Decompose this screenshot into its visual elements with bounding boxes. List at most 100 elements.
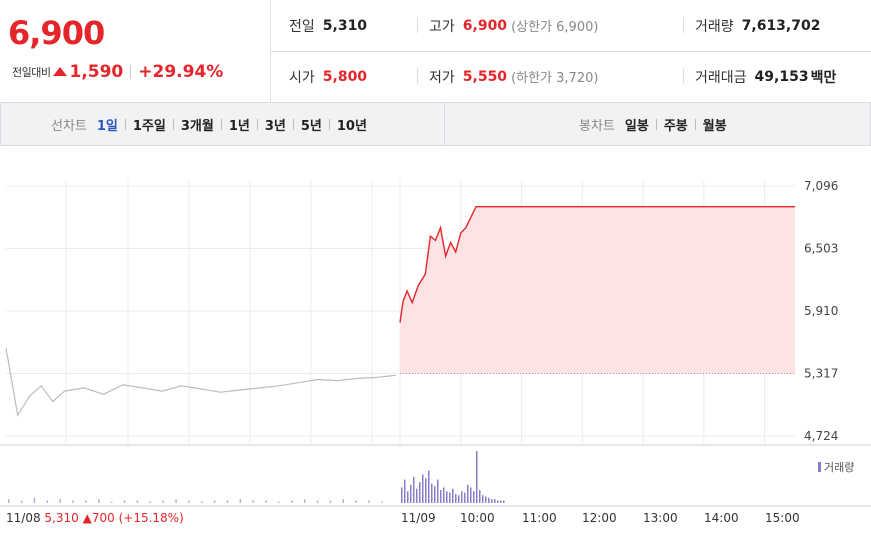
volume-bar bbox=[500, 500, 502, 503]
x-tick-label: 11/09 bbox=[401, 511, 436, 525]
volume-bar bbox=[455, 493, 457, 503]
volume-bar bbox=[162, 500, 164, 503]
volume-bar bbox=[434, 486, 436, 503]
high-cell: 고가 6,900 (상한가 6,900) bbox=[429, 0, 598, 51]
chart-tab-bar: 선차트 1일 1주일 3개월 1년 3년 5년 10년 봉차트 일봉 주봉 월봉 bbox=[0, 102, 871, 146]
quote-row-1: 전일 5,310 고가 6,900 (상한가 6,900) 거래량 7,613,… bbox=[271, 0, 871, 52]
volume-bar bbox=[464, 492, 466, 503]
volume-bar bbox=[476, 451, 478, 503]
tab-daily[interactable]: 일봉 bbox=[624, 118, 649, 134]
volume-bar bbox=[175, 499, 177, 503]
volume-bar bbox=[201, 501, 203, 503]
volume-bar bbox=[278, 501, 280, 503]
volume-bar bbox=[485, 496, 487, 503]
divider bbox=[683, 17, 684, 33]
today-area bbox=[400, 206, 795, 374]
change-label: 전일대비 bbox=[12, 66, 51, 79]
price-lines bbox=[5, 206, 795, 417]
tab-5y[interactable]: 5년 bbox=[300, 118, 322, 134]
volume-legend-label: 거래량 bbox=[824, 461, 855, 474]
volume-bar bbox=[407, 491, 409, 503]
volume-bar bbox=[410, 484, 412, 503]
prev-close-label: 전일 bbox=[289, 18, 315, 35]
change-amount: 1,590 bbox=[69, 62, 124, 82]
open-label: 시가 bbox=[289, 69, 315, 86]
prev-day-change: 700 bbox=[91, 511, 115, 525]
tab-1d[interactable]: 1일 bbox=[96, 118, 118, 134]
lower-limit: (하한가 3,720) bbox=[511, 71, 599, 86]
volume-bar bbox=[473, 491, 475, 503]
volume-bar bbox=[443, 487, 445, 503]
tab-weekly[interactable]: 주봉 bbox=[663, 118, 688, 134]
divider bbox=[694, 118, 696, 130]
candle-chart-tabs: 봉차트 일봉 주봉 월봉 bbox=[579, 103, 727, 145]
volume-value: 7,613,702 bbox=[741, 17, 821, 34]
volume-bar bbox=[401, 487, 403, 503]
volume-bar bbox=[503, 500, 505, 503]
volume-bar bbox=[303, 499, 306, 503]
line-chart-tabs: 선차트 1일 1주일 3개월 1년 3년 5년 10년 bbox=[51, 103, 367, 145]
tab-1y[interactable]: 1년 bbox=[228, 118, 250, 134]
y-tick-label: 7,096 bbox=[804, 179, 838, 193]
volume-swatch bbox=[818, 462, 821, 472]
upper-limit: (상한가 6,900) bbox=[511, 20, 599, 35]
divider bbox=[417, 68, 418, 84]
candle-chart-label: 봉차트 bbox=[579, 118, 615, 134]
volume-bar bbox=[342, 499, 344, 503]
volume-bar bbox=[422, 474, 424, 503]
volume-label: 거래량 bbox=[695, 18, 734, 35]
divider bbox=[220, 118, 222, 130]
volume-bar bbox=[461, 491, 463, 503]
volume-bar bbox=[98, 499, 100, 503]
y-tick-label: 5,910 bbox=[804, 304, 838, 318]
volume-bar bbox=[425, 478, 427, 503]
prev-close-cell: 전일 5,310 bbox=[289, 0, 367, 51]
volume-bar bbox=[110, 501, 113, 503]
volume-bar bbox=[252, 500, 254, 503]
volume-bar bbox=[8, 499, 10, 503]
y-tick-label: 5,317 bbox=[804, 367, 838, 381]
tab-3y[interactable]: 3년 bbox=[264, 118, 286, 134]
volume-bar bbox=[467, 484, 469, 503]
price-area bbox=[400, 206, 795, 374]
volume-bar bbox=[446, 491, 448, 503]
change-percent: +29.94% bbox=[138, 62, 224, 82]
volume-bar bbox=[329, 500, 332, 503]
trade-value-unit: 백만 bbox=[810, 69, 837, 86]
volume-bar bbox=[265, 500, 267, 503]
y-axis-ticks: 7,096 6,503 5,910 5,317 4,724 bbox=[804, 179, 838, 443]
prev-day-close: 5,310 bbox=[44, 511, 79, 525]
volume-bar bbox=[316, 500, 319, 503]
x-tick-label: 14:00 bbox=[704, 511, 739, 525]
volume-bar bbox=[470, 487, 472, 503]
current-price: 6,900 bbox=[8, 14, 105, 52]
divider bbox=[292, 118, 294, 130]
x-tick-label: 10:00 bbox=[460, 511, 495, 525]
y-tick-label: 6,503 bbox=[804, 242, 838, 256]
volume-bar bbox=[452, 488, 454, 503]
open-cell: 시가 5,800 bbox=[289, 51, 367, 102]
high-label: 고가 bbox=[429, 18, 455, 35]
volume-bar bbox=[72, 500, 74, 503]
up-small-icon: ▲ bbox=[82, 511, 92, 525]
tab-monthly[interactable]: 월봉 bbox=[702, 118, 727, 134]
divider bbox=[124, 118, 126, 130]
volume-bar bbox=[59, 499, 61, 503]
line-chart-label: 선차트 bbox=[51, 118, 87, 134]
tab-1w[interactable]: 1주일 bbox=[132, 118, 166, 134]
volume-bar bbox=[291, 500, 293, 503]
volume-bar bbox=[419, 482, 421, 503]
high-value: 6,900 bbox=[462, 17, 508, 34]
volume-bar bbox=[149, 501, 151, 503]
prev-day-change-pct: (+15.18%) bbox=[118, 511, 184, 525]
x-tick-label: 13:00 bbox=[643, 511, 678, 525]
volume-bar bbox=[33, 497, 36, 503]
up-arrow-icon bbox=[53, 66, 68, 76]
quote-row-2: 시가 5,800 저가 5,550 (하한가 3,720) 거래대금 49,15… bbox=[271, 51, 871, 102]
volume-bar bbox=[226, 500, 229, 503]
volume-bar bbox=[123, 500, 126, 503]
tab-3m[interactable]: 3개월 bbox=[180, 118, 214, 134]
tab-10y[interactable]: 10년 bbox=[336, 118, 367, 134]
volume-bar bbox=[368, 500, 370, 503]
volume-bar bbox=[381, 501, 383, 503]
